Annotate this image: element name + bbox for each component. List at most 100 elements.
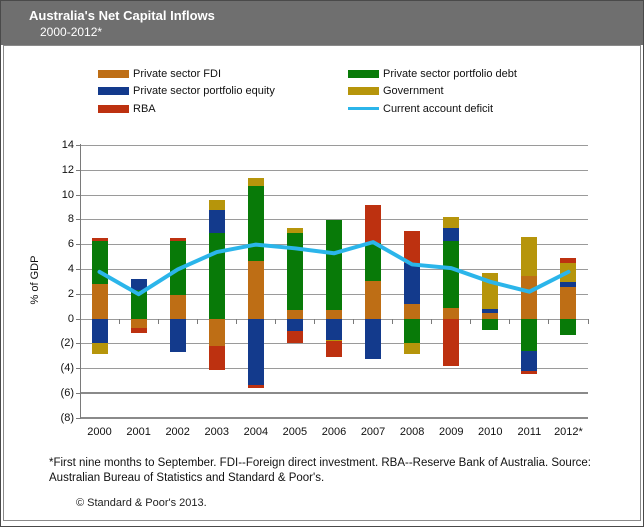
bar-segment [91, 319, 108, 343]
bar-segment [560, 263, 577, 282]
y-tick-label: 12 [61, 163, 74, 176]
legend-item: Private sector portfolio equity [98, 83, 275, 101]
bar-segment [208, 209, 225, 234]
bar-segment [286, 310, 303, 319]
legend-column-left: Private sector FDI Private sector portfol… [98, 65, 275, 118]
chart-subtitle: 2000-2012* [40, 25, 103, 39]
legend-item: RBA [98, 100, 275, 118]
y-axis-tick [76, 194, 80, 196]
y-tick-label: 4 [67, 262, 74, 275]
bar-segment [482, 273, 499, 310]
grid-line [80, 144, 588, 146]
bar-segment [247, 186, 264, 261]
y-axis-tick [76, 318, 80, 320]
y-axis-tick [76, 368, 80, 370]
bar-segment [326, 319, 342, 341]
bar-segment [130, 319, 147, 328]
bar-segment [521, 237, 538, 276]
x-axis-label: 2007 [360, 426, 386, 438]
x-axis-tick [587, 319, 589, 324]
y-axis-tick [76, 244, 80, 246]
bar-segment [404, 319, 421, 343]
x-axis-label: 2009 [438, 426, 464, 438]
bar-segment [286, 319, 303, 332]
bar-segment [247, 177, 264, 187]
legend-swatch [98, 104, 129, 113]
bar-segment [482, 309, 499, 313]
y-axis-tick [76, 268, 80, 270]
bar-segment [443, 240, 460, 308]
x-axis-label: 2002 [165, 426, 190, 438]
legend-item: Private sector portfolio debt [348, 65, 517, 83]
x-axis-tick [196, 319, 198, 324]
bar-segment [521, 351, 538, 372]
bar-segment [326, 340, 342, 342]
y-tick-label: (8) [60, 411, 74, 424]
x-axis-tick [392, 319, 394, 324]
legend-swatch [348, 107, 379, 111]
x-axis-tick [235, 319, 237, 324]
grid-line [80, 169, 588, 171]
y-axis-tick [76, 144, 80, 146]
bar-segment [91, 342, 108, 354]
bar-segment [286, 228, 303, 234]
grid-line [80, 392, 588, 395]
x-axis-label: 2012* [554, 426, 583, 438]
copyright: © Standard & Poor's 2013. [76, 497, 207, 509]
bar-segment [443, 319, 460, 367]
bar-segment [521, 319, 538, 352]
bar-segment [365, 280, 382, 319]
bar-segment [560, 319, 577, 336]
bar-segment [443, 228, 460, 241]
y-axis-tick [76, 392, 80, 394]
bar-segment [91, 238, 108, 241]
legend-item: Current account deficit [348, 100, 517, 118]
legend-column-right: Private sector portfolio debt Government C… [348, 65, 517, 118]
bar-segment [286, 233, 303, 311]
legend-item: Government [348, 83, 517, 101]
legend-swatch [98, 69, 129, 78]
x-axis-label: 2000 [87, 426, 112, 438]
legend-item: Private sector FDI [98, 65, 275, 83]
footnote: *First nine months to September. FDI--Fo… [49, 457, 591, 484]
bar-segment [443, 307, 460, 319]
bar-segment [326, 310, 342, 319]
bar-segment [404, 263, 421, 305]
bar-segment [130, 279, 147, 291]
bar-segment [91, 284, 108, 319]
chart-title: Australia's Net Capital Inflows [29, 8, 215, 23]
x-axis-tick [118, 319, 120, 324]
bar-segment [247, 260, 264, 319]
y-axis-tick [76, 343, 80, 345]
bar-segment [404, 342, 421, 354]
bar-segment [169, 295, 186, 319]
bar-segment [208, 346, 225, 370]
bar-segment [247, 319, 264, 385]
bar-segment [91, 240, 108, 285]
legend-label: Private sector portfolio debt [383, 67, 517, 80]
bar-segment [169, 240, 186, 296]
legend-label: Private sector portfolio equity [133, 85, 275, 98]
bar-segment [482, 319, 499, 331]
bar-segment [286, 331, 303, 343]
y-axis-line [80, 144, 81, 419]
bar-segment [482, 312, 499, 319]
bar-segment [560, 286, 577, 319]
x-axis-label: 2006 [321, 426, 347, 438]
bar-segment [560, 258, 577, 264]
title-bar: Australia's Net Capital Inflows 2000-201… [1, 1, 643, 45]
y-tick-label: (2) [60, 337, 74, 350]
x-axis-label: 2008 [399, 426, 425, 438]
x-axis-tick [353, 319, 355, 324]
bar-segment [404, 230, 421, 264]
bar-segment [169, 238, 186, 241]
y-axis-tick [76, 219, 80, 221]
x-axis-tick [470, 319, 472, 324]
x-axis-tick [274, 319, 276, 324]
bar-segment [365, 319, 382, 359]
bar-segment [365, 243, 382, 281]
legend-swatch [348, 69, 379, 78]
x-axis-label: 2010 [478, 426, 503, 438]
legend-swatch [98, 87, 129, 96]
x-axis-tick [157, 319, 159, 324]
